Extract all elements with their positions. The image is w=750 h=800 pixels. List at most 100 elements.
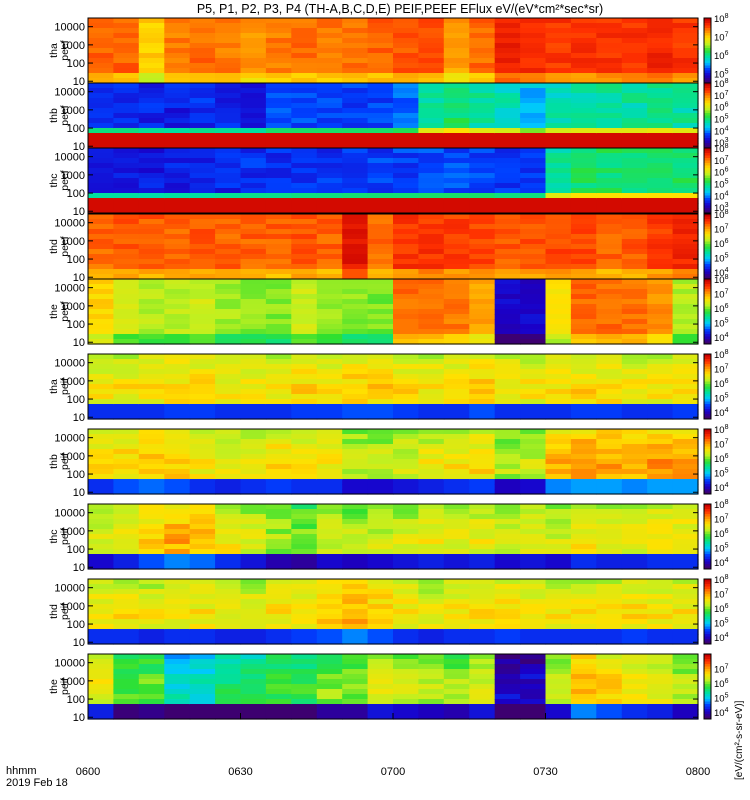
- spectrogram-cell: [113, 624, 140, 630]
- spectrogram-cell: [164, 33, 191, 39]
- spectrogram-cell: [88, 614, 114, 620]
- spectrogram-cell: [265, 554, 292, 560]
- spectrogram-cell: [113, 163, 140, 169]
- colorbar-swatch: [704, 539, 711, 542]
- spectrogram-cell: [367, 524, 394, 530]
- spectrogram-cell: [291, 464, 318, 470]
- spectrogram-cell: [545, 38, 572, 44]
- spectrogram-cell: [113, 549, 140, 555]
- spectrogram-cell: [189, 244, 216, 250]
- spectrogram-cell: [316, 549, 343, 555]
- spectrogram-cell: [647, 429, 674, 435]
- spectrogram-cell: [621, 529, 648, 535]
- spectrogram-cell: [545, 269, 572, 275]
- spectrogram-cell: [443, 379, 470, 385]
- spectrogram-cell: [520, 399, 547, 405]
- spectrogram-cell: [596, 529, 623, 535]
- spectrogram-cell: [393, 509, 419, 515]
- spectrogram-cell: [291, 674, 318, 680]
- spectrogram-cell: [88, 229, 114, 235]
- spectrogram-cell: [164, 539, 191, 545]
- spectrogram-cell: [291, 634, 318, 640]
- spectrogram-cell: [88, 464, 114, 470]
- spectrogram-cell: [672, 23, 699, 29]
- spectrogram-cell: [265, 178, 292, 184]
- spectrogram-cell: [621, 178, 648, 184]
- spectrogram-cell: [138, 704, 165, 710]
- spectrogram-cell: [367, 98, 394, 104]
- spectrogram-cell: [621, 539, 648, 545]
- spectrogram-cell: [88, 484, 114, 490]
- spectrogram-cell: [494, 529, 521, 535]
- spectrogram-cell: [291, 88, 318, 94]
- spectrogram-cell: [545, 203, 572, 209]
- colorbar-swatch: [704, 674, 711, 677]
- spectrogram-cell: [418, 589, 445, 595]
- colorbar-swatch: [704, 371, 711, 375]
- spectrogram-cell: [672, 564, 699, 570]
- spectrogram-cell: [215, 439, 242, 445]
- spectrogram-cell: [647, 329, 674, 335]
- spectrogram-cell: [520, 634, 547, 640]
- spectrogram-cell: [342, 208, 369, 214]
- spectrogram-cell: [265, 143, 292, 149]
- spectrogram-cell: [240, 359, 267, 365]
- spectrogram-cell: [494, 294, 521, 300]
- spectrogram-cell: [443, 409, 470, 415]
- spectrogram-cell: [138, 183, 165, 189]
- spectrogram-cell: [88, 23, 114, 29]
- spectrogram-cell: [138, 449, 165, 455]
- spectrogram-cell: [342, 559, 369, 565]
- spectrogram-cell: [113, 33, 140, 39]
- spectrogram-cell: [164, 234, 191, 240]
- colorbar-swatch: [704, 319, 711, 322]
- spectrogram-cell: [469, 619, 496, 625]
- spectrogram-cell: [494, 269, 521, 275]
- spectrogram-cell: [88, 579, 114, 585]
- spectrogram-cell: [291, 234, 318, 240]
- colorbar-swatch: [704, 671, 711, 675]
- spectrogram-cell: [215, 364, 242, 370]
- spectrogram-cell: [621, 183, 648, 189]
- colorbar-swatch: [704, 386, 711, 390]
- colorbar-tick-label: 108: [714, 143, 729, 155]
- spectrogram-cell: [596, 68, 623, 74]
- spectrogram-cell: [393, 123, 419, 129]
- spectrogram-cell: [443, 389, 470, 395]
- spectrogram-cell: [189, 384, 216, 390]
- spectrogram-cell: [672, 474, 699, 480]
- spectrogram-cell: [88, 284, 114, 290]
- spectrogram-cell: [596, 489, 623, 495]
- colorbar-swatch: [704, 436, 711, 440]
- spectrogram-cell: [189, 48, 216, 54]
- spectrogram-cell: [240, 143, 267, 149]
- colorbar-frame: [703, 653, 712, 720]
- spectrogram-cell: [113, 83, 140, 89]
- spectrogram-cell: [647, 664, 674, 670]
- spectrogram-cell: [647, 449, 674, 455]
- spectrogram-cell: [138, 469, 165, 475]
- spectrogram-cell: [545, 519, 572, 525]
- spectrogram-cell: [189, 524, 216, 530]
- spectrogram-cell: [113, 609, 140, 615]
- spectrogram-cell: [316, 118, 343, 124]
- spectrogram-cell: [672, 384, 699, 390]
- spectrogram-cell: [113, 694, 140, 700]
- spectrogram-cell: [88, 254, 114, 260]
- colorbar-tick-label: 107: [714, 363, 729, 375]
- spectrogram-cell: [113, 704, 140, 710]
- spectrogram-cell: [138, 429, 165, 435]
- spectrogram-cell: [138, 43, 165, 49]
- panel-frame: [87, 147, 699, 214]
- spectrogram-cell: [215, 118, 242, 124]
- spectrogram-cell: [393, 73, 419, 79]
- spectrogram-cell: [316, 78, 343, 84]
- spectrogram-cell: [570, 604, 597, 610]
- spectrogram-cell: [265, 664, 292, 670]
- spectrogram-cell: [291, 394, 318, 400]
- spectrogram-cell: [672, 449, 699, 455]
- colorbar-swatch: [704, 474, 711, 477]
- spectrogram-cell: [189, 449, 216, 455]
- spectrogram-cell: [520, 699, 547, 705]
